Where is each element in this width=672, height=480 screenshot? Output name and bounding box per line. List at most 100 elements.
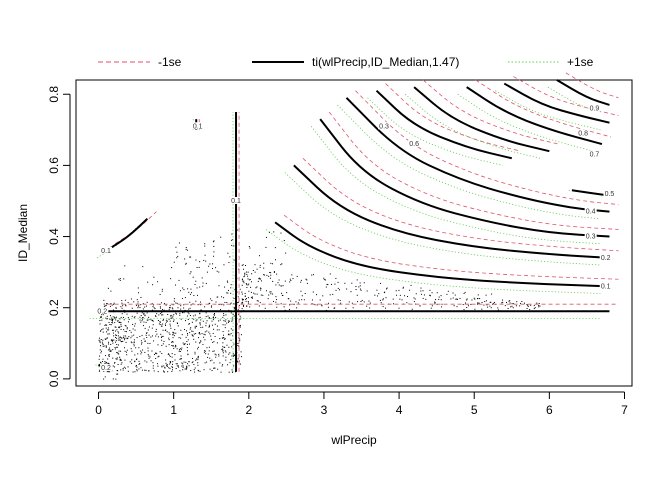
rug-point — [168, 353, 170, 355]
rug-point — [128, 336, 130, 338]
x-axis: 0 1 2 3 4 5 6 7 — [95, 391, 628, 417]
rug-point — [237, 296, 239, 298]
rug-point — [152, 320, 154, 322]
rug-point — [203, 336, 205, 338]
rug-point — [241, 356, 243, 358]
rug-point — [489, 305, 491, 307]
rug-point — [487, 306, 489, 308]
rug-point — [332, 293, 334, 295]
rug-point — [286, 292, 288, 294]
rug-point — [285, 252, 287, 254]
rug-point — [226, 292, 228, 294]
contour-main — [105, 218, 149, 252]
rug-point — [410, 284, 412, 286]
rug-point — [199, 322, 201, 324]
rug-point — [208, 325, 210, 327]
rug-point — [215, 354, 217, 356]
rug-point — [270, 293, 272, 295]
rug-point — [177, 307, 179, 309]
rug-point — [171, 307, 173, 309]
rug-point — [186, 343, 188, 345]
rug-point — [171, 370, 173, 372]
rug-point — [245, 265, 247, 267]
rug-point — [120, 325, 122, 327]
rug-point — [194, 351, 196, 353]
rug-point — [176, 365, 178, 367]
rug-point — [187, 312, 189, 314]
rug-point — [233, 308, 235, 310]
rug-point — [489, 301, 491, 303]
rug-point — [102, 339, 104, 341]
x-tick-label: 0 — [95, 403, 102, 417]
rug-point — [120, 324, 122, 326]
rug-point — [270, 291, 272, 293]
rug-point — [133, 343, 135, 345]
rug-point — [238, 345, 240, 347]
rug-point — [112, 339, 114, 341]
contour-label-bg — [100, 364, 113, 372]
rug-point — [239, 340, 241, 342]
rug-point — [254, 293, 256, 295]
rug-point — [268, 294, 270, 296]
rug-point — [211, 370, 213, 372]
rug-point — [162, 370, 164, 372]
rug-point — [333, 307, 335, 309]
rug-point — [208, 331, 210, 333]
rug-point — [175, 344, 177, 346]
rug-point — [420, 290, 422, 292]
rug-point — [139, 335, 141, 337]
rug-point — [272, 263, 274, 265]
rug-point — [110, 317, 112, 319]
contour-minus-se — [114, 211, 157, 245]
rug-point — [114, 326, 116, 328]
rug-point — [120, 337, 122, 339]
rug-point — [238, 301, 240, 303]
rug-point — [102, 328, 104, 330]
legend-main-label: ti(wlPrecip,ID_Median,1.47) — [312, 55, 459, 69]
rug-point — [250, 286, 252, 288]
rug-point — [305, 278, 307, 280]
rug-point — [157, 320, 159, 322]
rug-point — [204, 243, 206, 245]
rug-point — [182, 363, 184, 365]
rug-point — [108, 341, 110, 343]
rug-point — [116, 346, 118, 348]
rug-point — [173, 332, 175, 334]
rug-point — [152, 319, 154, 321]
rug-point — [478, 302, 480, 304]
rug-point — [204, 339, 206, 341]
rug-point — [248, 279, 250, 281]
rug-point — [197, 355, 199, 357]
rug-point — [484, 301, 486, 303]
rug-point — [275, 301, 277, 303]
rug-point — [118, 332, 120, 334]
rug-point — [232, 355, 234, 357]
rug-point — [100, 316, 102, 318]
rug-point — [174, 346, 176, 348]
rug-point — [108, 349, 110, 351]
rug-point — [173, 332, 175, 334]
rug-point — [411, 308, 413, 310]
rug-point — [210, 306, 212, 308]
rug-point — [121, 362, 123, 364]
rug-point — [181, 365, 183, 367]
rug-point — [241, 293, 243, 295]
rug-point — [538, 303, 540, 305]
rug-point — [431, 305, 433, 307]
rug-point — [146, 336, 148, 338]
rug-point — [266, 274, 268, 276]
rug-point — [467, 305, 469, 307]
rug-point — [126, 328, 128, 330]
rug-point — [262, 294, 264, 296]
rug-point — [485, 294, 487, 296]
rug-point — [179, 314, 181, 316]
rug-point — [178, 349, 180, 351]
rug-point — [331, 283, 333, 285]
rug-point — [105, 346, 107, 348]
rug-point — [247, 271, 249, 273]
rug-point — [103, 378, 105, 380]
rug-point — [219, 319, 221, 321]
rug-point — [178, 337, 180, 339]
rug-point — [136, 366, 138, 368]
contour-lines: 0.1 0.2 0.3 0.4 0.5 0.3 0.6 0.7 0.8 0.9 0.1 0.1 0.2 0… — [89, 72, 619, 373]
